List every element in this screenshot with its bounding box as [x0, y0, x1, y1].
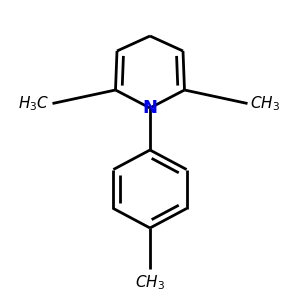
Text: $CH_3$: $CH_3$ [135, 273, 165, 292]
Text: N: N [142, 99, 158, 117]
Text: $H_3C$: $H_3C$ [18, 94, 50, 113]
Text: $CH_3$: $CH_3$ [250, 94, 280, 113]
